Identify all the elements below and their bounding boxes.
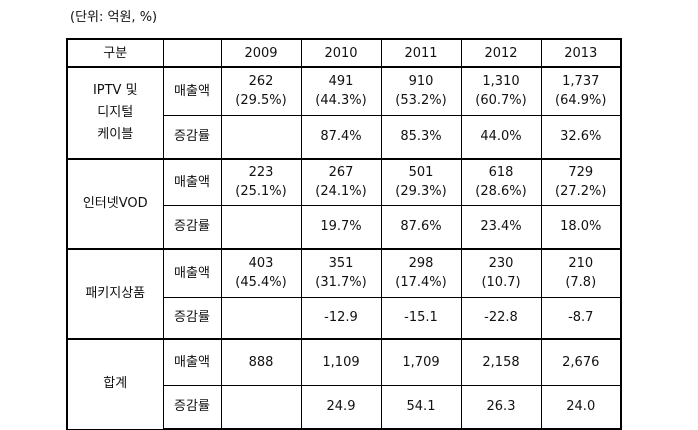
table-row: IPTV 및 디지털 케이블 매출액 262 (29.5%) 491 (44.3… <box>66 66 622 160</box>
metric-label: 증감률 <box>162 114 222 160</box>
value-cell: 888 <box>220 338 302 386</box>
value-cell: 1,709 <box>380 338 462 386</box>
value-cell: 2,158 <box>460 338 542 386</box>
value-cell: 85.3% <box>380 114 462 160</box>
header-blank <box>162 38 222 68</box>
value-cell: -15.1 <box>380 296 462 340</box>
sales-table: 구분 2009 2010 2011 2012 2013 IPTV 및 디지털 케… <box>66 38 622 430</box>
value-cell: 298 (17.4%) <box>380 248 462 298</box>
table-row: 증감률 24.9 54.1 26.3 24.0 <box>67 384 622 430</box>
value-cell: 403 (45.4%) <box>220 248 302 298</box>
value-cell: 230 (10.7) <box>460 248 542 298</box>
group-label: 합계 <box>66 338 164 430</box>
header-year: 2011 <box>380 38 462 68</box>
header-year: 2010 <box>300 38 382 68</box>
value-cell: 491 (44.3%) <box>300 66 382 116</box>
group-label: IPTV 및 디지털 케이블 <box>66 66 164 160</box>
value-cell: 210 (7.8) <box>540 248 622 298</box>
header-category: 구분 <box>66 38 164 68</box>
metric-label: 매출액 <box>162 338 222 386</box>
value-cell: 19.7% <box>300 204 382 250</box>
metric-label: 증감률 <box>162 204 222 250</box>
value-cell: 24.0 <box>540 384 622 430</box>
table-row: 증감률 -12.9 -15.1 -22.8 -8.7 <box>67 296 622 340</box>
header-year: 2012 <box>460 38 542 68</box>
value-cell: 54.1 <box>380 384 462 430</box>
value-cell: 501 (29.3%) <box>380 158 462 206</box>
value-cell: 1,310 (60.7%) <box>460 66 542 116</box>
table-row: 증감률 19.7% 87.6% 23.4% 18.0% <box>67 204 622 250</box>
value-cell: 618 (28.6%) <box>460 158 542 206</box>
value-cell: 729 (27.2%) <box>540 158 622 206</box>
header-year: 2009 <box>220 38 302 68</box>
value-cell <box>220 204 302 250</box>
table-row: 인터넷VOD 매출액 223 (25.1%) 267 (24.1%) 501 (… <box>66 158 622 250</box>
value-cell: 223 (25.1%) <box>220 158 302 206</box>
value-cell: 1,109 <box>300 338 382 386</box>
table-row: 합계 매출액 888 1,109 1,709 2,158 2,676 <box>66 338 622 430</box>
metric-label: 증감률 <box>162 384 222 430</box>
metric-label: 매출액 <box>162 66 222 116</box>
value-cell: 26.3 <box>460 384 542 430</box>
value-cell: 910 (53.2%) <box>380 66 462 116</box>
value-cell: 262 (29.5%) <box>220 66 302 116</box>
value-cell: 351 (31.7%) <box>300 248 382 298</box>
value-cell: 23.4% <box>460 204 542 250</box>
header-row: 구분 2009 2010 2011 2012 2013 <box>66 38 622 68</box>
group-label: 패키지상품 <box>66 248 164 340</box>
value-cell: -12.9 <box>300 296 382 340</box>
value-cell <box>220 114 302 160</box>
value-cell <box>220 296 302 340</box>
value-cell: 1,737 (64.9%) <box>540 66 622 116</box>
value-cell: 44.0% <box>460 114 542 160</box>
group-label: 인터넷VOD <box>66 158 164 250</box>
value-cell: 87.4% <box>300 114 382 160</box>
value-cell: 267 (24.1%) <box>300 158 382 206</box>
value-cell: 24.9 <box>300 384 382 430</box>
table-row: 패키지상품 매출액 403 (45.4%) 351 (31.7%) 298 (1… <box>66 248 622 340</box>
value-cell: 2,676 <box>540 338 622 386</box>
metric-label: 매출액 <box>162 248 222 298</box>
value-cell: -22.8 <box>460 296 542 340</box>
unit-note: (단위: 억원, %) <box>70 10 158 25</box>
value-cell: 32.6% <box>540 114 622 160</box>
value-cell: 87.6% <box>380 204 462 250</box>
value-cell: 18.0% <box>540 204 622 250</box>
header-year: 2013 <box>540 38 622 68</box>
metric-label: 증감률 <box>162 296 222 340</box>
value-cell <box>220 384 302 430</box>
metric-label: 매출액 <box>162 158 222 206</box>
value-cell: -8.7 <box>540 296 622 340</box>
